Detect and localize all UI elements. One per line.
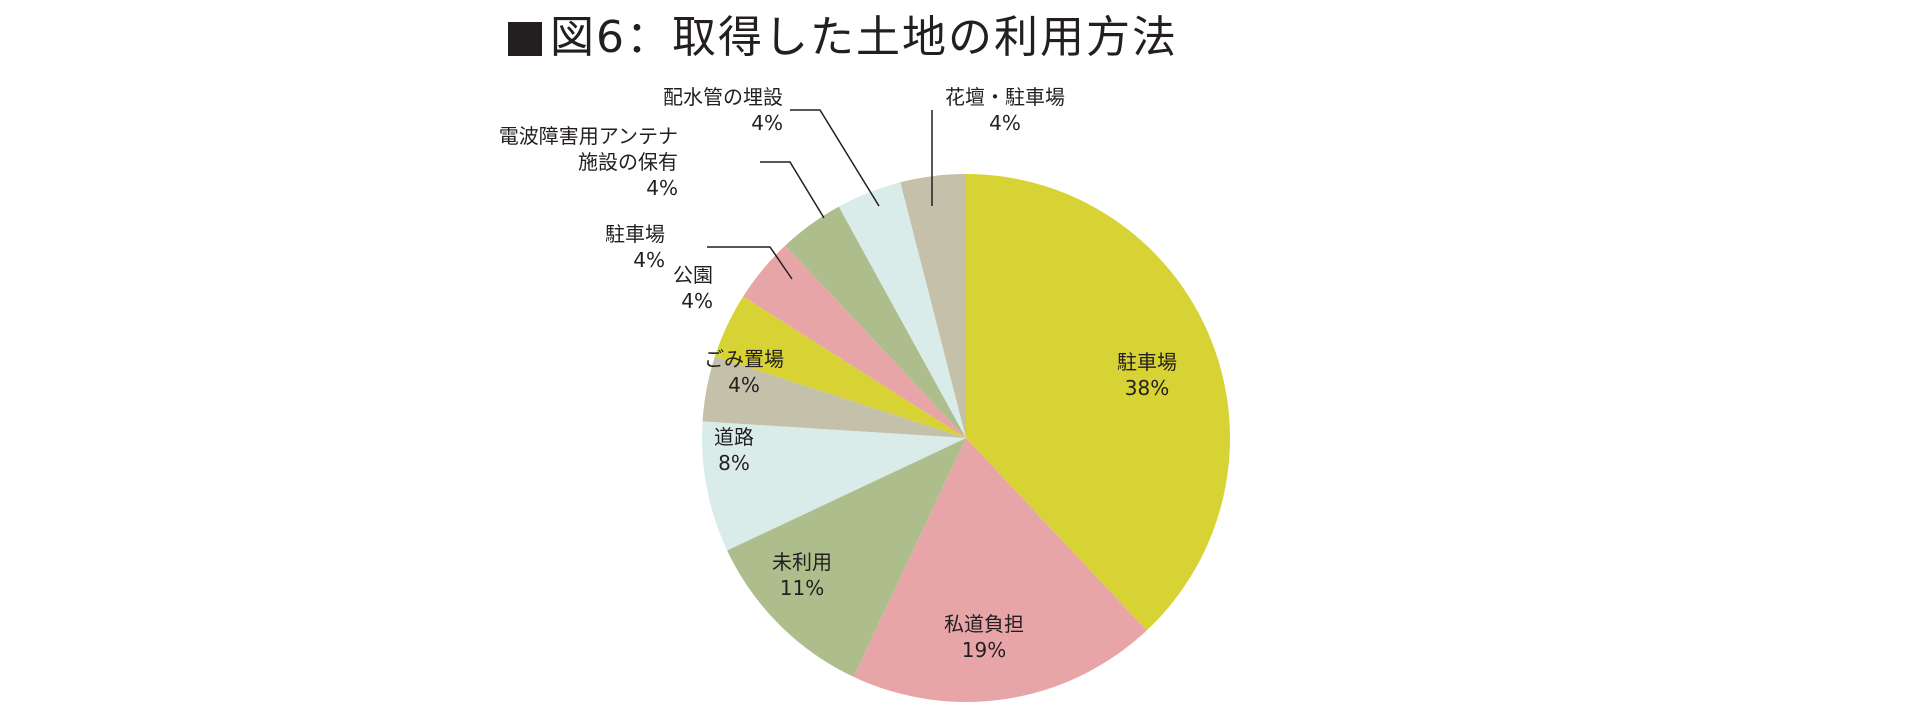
slice-value-label: 8% xyxy=(718,451,750,475)
pie-slice xyxy=(853,438,1147,702)
pie-slice xyxy=(714,296,966,438)
slice-value-label: 19% xyxy=(962,638,1006,662)
leader-line xyxy=(760,161,825,219)
leader-line xyxy=(790,109,880,207)
pie-slice xyxy=(785,206,966,438)
slice-label: 電波障害用アンテナ施設の保有 xyxy=(499,124,678,174)
slice-label: 配水管の埋設 xyxy=(663,85,783,109)
slice-value-label: 4% xyxy=(646,176,678,200)
pie-slice xyxy=(966,174,1231,631)
slice-label: 駐車場 xyxy=(1117,350,1177,374)
slice-value-label: 4% xyxy=(681,289,713,313)
pie-slice xyxy=(743,245,966,438)
title-square-icon xyxy=(508,22,542,56)
leader-line xyxy=(707,246,793,280)
slice-label: ごみ置場 xyxy=(704,347,784,371)
slice-value-label: 4% xyxy=(728,373,760,397)
slice-label: 駐車場 xyxy=(605,222,665,246)
slice-label: 道路 xyxy=(714,425,754,449)
slice-value-label: 4% xyxy=(633,248,665,272)
pie-slice xyxy=(702,356,966,438)
slice-label: 花壇・駐車場 xyxy=(945,85,1065,109)
slice-label: 公園 xyxy=(673,263,713,287)
pie-slice xyxy=(900,174,966,438)
slice-label: 私道負担 xyxy=(944,612,1024,636)
pie-slice xyxy=(838,182,966,438)
slice-value-label: 4% xyxy=(751,111,783,135)
pie-slice xyxy=(727,438,966,677)
pie-slice xyxy=(701,421,966,551)
slice-value-label: 4% xyxy=(989,111,1021,135)
chart-title-text: 図6：取得した土地の利用方法 xyxy=(550,12,1178,63)
chart-title: 図6：取得した土地の利用方法 xyxy=(508,8,1178,68)
slice-value-label: 11% xyxy=(780,576,824,600)
slice-label: 未利用 xyxy=(772,550,832,574)
slice-value-label: 38% xyxy=(1125,376,1169,400)
